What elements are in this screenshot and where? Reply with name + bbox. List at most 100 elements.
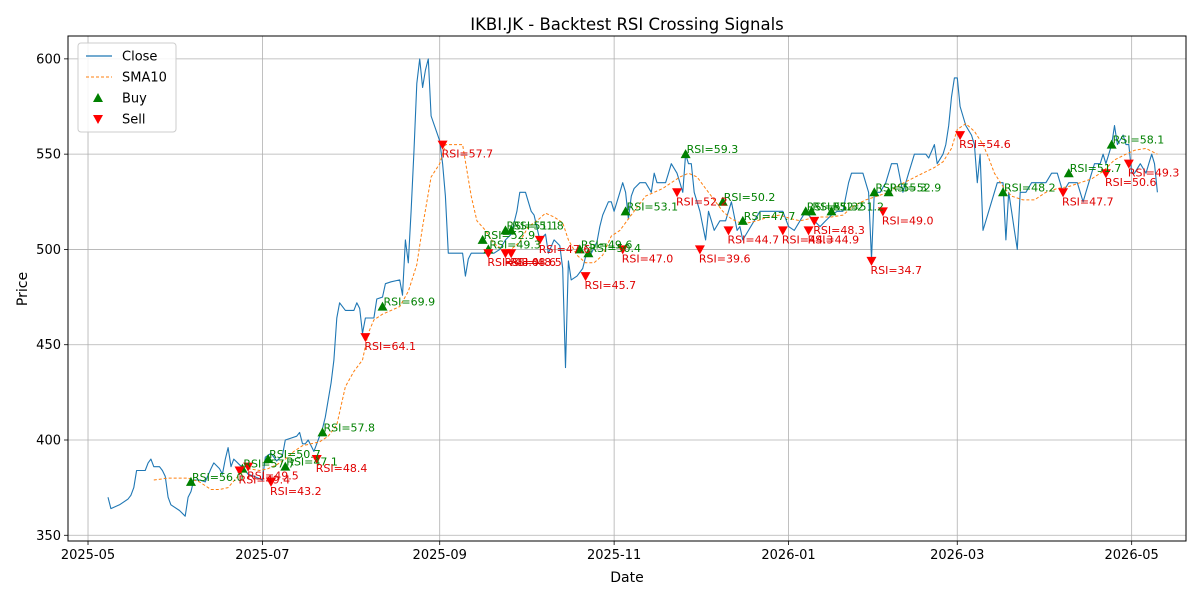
buy-marker [263, 454, 274, 464]
buy-signal-label: RSI=52.9 [890, 181, 942, 194]
sell-signal-label: RSI=45.7 [585, 279, 637, 292]
sell-signal-label: RSI=48.4 [316, 462, 368, 475]
sell-signal-label: RSI=64.1 [364, 340, 416, 353]
buy-marker [574, 244, 585, 254]
x-tick-label: 2025-11 [587, 548, 641, 563]
sell-signal-label: RSI=47.6 [539, 243, 591, 256]
buy-signal-label: RSI=51.2 [832, 200, 884, 213]
sell-marker [534, 235, 545, 245]
y-tick-label: 350 [36, 529, 61, 544]
sma10-line [153, 123, 1158, 490]
signal-markers [185, 131, 1134, 487]
buy-marker [998, 187, 1009, 197]
chart-title: IKBI.JK - Backtest RSI Crossing Signals [470, 15, 784, 34]
buy-marker [506, 225, 517, 235]
sell-signal-label: RSI=49.0 [882, 214, 934, 227]
buy-signal-label: RSI=52.2 [812, 200, 864, 213]
sell-marker [483, 249, 494, 259]
sell-marker [311, 455, 322, 465]
x-tick-label: 2025-07 [235, 548, 289, 563]
y-tick-label: 550 [36, 148, 61, 163]
sell-marker [723, 226, 734, 236]
buy-signal-label: RSI=52.9 [484, 229, 536, 242]
y-tick-label: 600 [36, 52, 61, 67]
y-tick-label: 450 [36, 338, 61, 353]
legend-label: Close [122, 50, 157, 65]
buy-marker [806, 206, 817, 216]
buy-marker [1063, 168, 1074, 178]
x-axis-label: Date [610, 570, 643, 586]
buy-marker [477, 234, 488, 244]
sell-marker [1123, 159, 1134, 169]
grid-lines [68, 36, 1186, 541]
sell-signal-label: RSI=48.5 [510, 256, 562, 269]
sell-marker [866, 256, 877, 266]
sell-signal-label: RSI=50.6 [1105, 176, 1157, 189]
y-axis-label: Price [15, 272, 31, 306]
sell-marker [234, 466, 245, 476]
sell-marker [243, 462, 254, 472]
legend-label: SMA10 [122, 71, 167, 86]
x-tick-label: 2025-05 [61, 548, 115, 563]
sell-signal-label: RSI=47.0 [622, 252, 674, 265]
buy-marker [737, 215, 748, 225]
legend-buy-swatch [93, 93, 103, 102]
sell-marker [877, 207, 888, 217]
buy-signal-label: RSI=59.3 [687, 143, 739, 156]
sell-marker [694, 245, 705, 255]
buy-marker [317, 427, 328, 437]
buy-signal-label: RSI=56.0 [192, 471, 244, 484]
sell-marker [1058, 188, 1069, 198]
signal-labels: RSI=56.0RSI=57.7RSI=50.7RSI=47.1RSI=57.8… [192, 134, 1179, 498]
buy-signal-label: RSI=55.3 [875, 181, 927, 194]
sell-marker [803, 226, 814, 236]
sell-signal-label: RSI=48.3 [813, 224, 865, 237]
sell-signal-label: RSI=34.7 [870, 264, 922, 277]
sell-signal-label: RSI=49.4 [239, 473, 291, 486]
close-price-line [107, 58, 1158, 517]
buy-signal-label: RSI=51.7 [1070, 162, 1122, 175]
sell-signal-label: RSI=48.6 [504, 256, 556, 269]
sell-signal-label: RSI=48.0 [487, 256, 539, 269]
buy-marker [620, 206, 631, 216]
buy-signal-label: RSI=50.2 [724, 191, 776, 204]
buy-marker [377, 301, 388, 311]
sell-marker [1100, 169, 1111, 179]
x-tick-label: 2026-05 [1105, 548, 1159, 563]
sell-signal-label: RSI=57.7 [442, 148, 494, 161]
buy-marker [280, 461, 291, 471]
buy-marker [583, 248, 594, 258]
sell-marker [955, 131, 966, 141]
sell-marker [777, 226, 788, 236]
buy-signal-label: RSI=48.2 [1004, 181, 1056, 194]
buy-signal-label: RSI=57.7 [243, 458, 295, 471]
buy-signal-label: RSI=58.1 [1113, 134, 1165, 147]
plot-frame [67, 35, 1187, 542]
buy-signal-label: RSI=50.7 [269, 448, 321, 461]
series-layer [107, 58, 1158, 517]
sell-signal-label: RSI=52.2 [676, 195, 728, 208]
sell-signal-label: RSI=44.7 [728, 233, 780, 246]
buy-signal-label: RSI=57.8 [323, 421, 375, 434]
sell-marker [617, 245, 628, 255]
buy-marker [883, 187, 894, 197]
buy-signal-label: RSI=49.3 [489, 238, 541, 251]
axis-ticks: 2025-05 2025-07 2025-09 2025-11 2026-01 2026-… [36, 52, 1159, 563]
buy-marker [717, 196, 728, 206]
legend-box [77, 42, 177, 133]
buy-signal-label: RSI=51.3 [807, 200, 859, 213]
sell-marker [506, 249, 517, 259]
x-tick-label: 2025-09 [413, 548, 467, 563]
sell-marker [672, 188, 683, 198]
sell-marker [580, 272, 591, 282]
y-tick-label: 500 [36, 243, 61, 258]
buy-marker [826, 206, 837, 216]
y-tick-label: 400 [36, 434, 61, 449]
plot-area [68, 36, 1186, 541]
sell-marker [360, 333, 371, 343]
x-tick-label: 2026-03 [930, 548, 984, 563]
buy-signal-label: RSI=50.4 [589, 242, 641, 255]
legend-sell-swatch [93, 115, 103, 124]
sell-signal-label: RSI=49.3 [1128, 167, 1180, 180]
